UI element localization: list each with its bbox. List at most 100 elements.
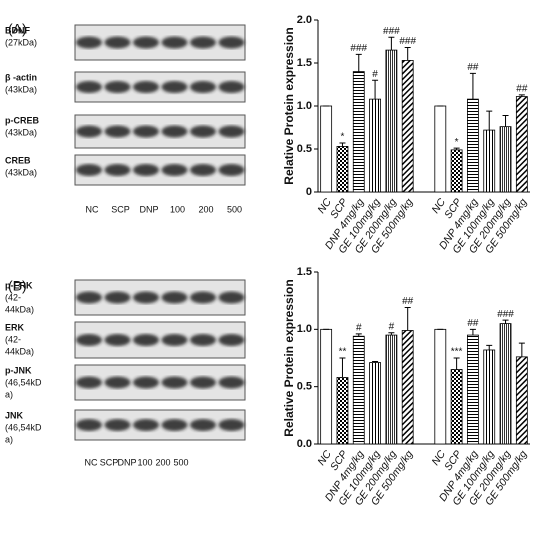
- blot-band: [218, 81, 245, 93]
- y-tick-label: 2.0: [297, 14, 312, 26]
- y-tick-label: 0.5: [297, 143, 312, 155]
- error-bar: [355, 53, 362, 72]
- y-tick-label: 1.5: [297, 266, 312, 278]
- significance-mark: #: [372, 69, 378, 80]
- blot-image: [74, 154, 246, 186]
- significance-mark: ##: [467, 318, 479, 329]
- blot-band: [161, 291, 188, 304]
- bar: [385, 334, 398, 445]
- blot-band: [190, 419, 216, 431]
- blot-image: [74, 364, 246, 401]
- blot-size: (43kDa): [5, 84, 37, 94]
- blot-size: (46,54kD: [5, 422, 42, 432]
- error-bar: [453, 357, 460, 370]
- bar: [483, 129, 496, 193]
- lane-label: NC: [86, 204, 99, 214]
- blot-band: [190, 164, 216, 176]
- bar: [467, 98, 479, 193]
- error-bar: [388, 332, 395, 336]
- bar: [352, 335, 365, 445]
- blot-band: [218, 291, 245, 304]
- blot-band: [218, 164, 245, 176]
- blot-size: a): [5, 389, 13, 399]
- significance-mark: ###: [383, 26, 400, 37]
- blot-size: (43kDa): [5, 167, 37, 177]
- blot-size: (42-: [5, 334, 21, 344]
- blot-name: CREB: [5, 155, 31, 165]
- error-bar: [339, 357, 346, 378]
- blot-band: [76, 419, 102, 431]
- blot-band: [76, 81, 102, 93]
- lane-label: DNP: [117, 457, 136, 467]
- blot-band: [190, 376, 216, 389]
- blot-band: [133, 291, 159, 304]
- lane-label: NC: [85, 457, 98, 467]
- significance-mark: ##: [516, 83, 528, 94]
- lane-label: 500: [173, 457, 188, 467]
- lane-label: SCP: [111, 204, 130, 214]
- blot-band: [133, 419, 159, 431]
- blot-name: BDNF: [5, 25, 30, 35]
- blot-band: [76, 164, 102, 176]
- error-bar: [518, 342, 525, 357]
- blot-band: [218, 334, 245, 346]
- y-tick-label: 0: [306, 186, 312, 198]
- blot-band: [104, 36, 131, 49]
- error-bar: [404, 307, 411, 331]
- y-tick-label: 1.5: [297, 57, 312, 69]
- error-bar: [518, 94, 525, 97]
- blot-size: (42-: [5, 292, 21, 302]
- blot-band: [104, 334, 131, 346]
- significance-mark: *: [455, 137, 459, 148]
- blot-band: [133, 81, 159, 93]
- blot-band: [104, 81, 131, 93]
- lane-label: 500: [227, 204, 242, 214]
- blot-band: [190, 125, 216, 138]
- error-bar: [502, 319, 509, 324]
- bar: [401, 60, 414, 193]
- blot-name: JNK: [5, 410, 24, 420]
- bar: [320, 328, 333, 445]
- blot-band: [133, 125, 159, 138]
- bar: [450, 369, 463, 445]
- error-bar: [453, 147, 460, 150]
- blot-band: [104, 125, 131, 138]
- blot-band: [161, 81, 188, 93]
- blot-band: [133, 376, 159, 389]
- bar: [369, 98, 381, 193]
- blot-image: [74, 409, 246, 441]
- error-bar: [388, 36, 395, 51]
- blot-name: p-ERK: [5, 280, 33, 290]
- blot-band: [76, 36, 102, 49]
- bar: [515, 356, 528, 445]
- significance-mark: ###: [350, 43, 367, 54]
- bar: [385, 49, 398, 193]
- blot-band: [161, 164, 188, 176]
- significance-mark: ###: [399, 36, 416, 47]
- y-tick-label: 1.0: [297, 323, 312, 335]
- bar: [401, 330, 414, 445]
- lane-label: 100: [170, 204, 185, 214]
- bar: [483, 349, 496, 445]
- blot-band: [218, 125, 245, 138]
- error-bar: [469, 72, 476, 100]
- blot-image: [74, 114, 246, 149]
- bar: [450, 149, 463, 193]
- lane-label: DNP: [139, 204, 158, 214]
- panel-label: (A): [8, 21, 27, 37]
- blot-band: [76, 291, 102, 304]
- error-bar: [339, 142, 346, 147]
- blot-band: [190, 334, 216, 346]
- blot-band: [218, 376, 245, 389]
- error-bar: [372, 79, 379, 100]
- blot-band: [218, 419, 245, 431]
- blot-band: [76, 125, 102, 138]
- bar: [499, 126, 512, 193]
- bar: [369, 362, 381, 445]
- significance-mark: ###: [497, 309, 514, 320]
- blot-size: a): [5, 434, 13, 444]
- error-bar: [486, 344, 493, 350]
- blot-band: [133, 36, 159, 49]
- bar: [320, 105, 333, 193]
